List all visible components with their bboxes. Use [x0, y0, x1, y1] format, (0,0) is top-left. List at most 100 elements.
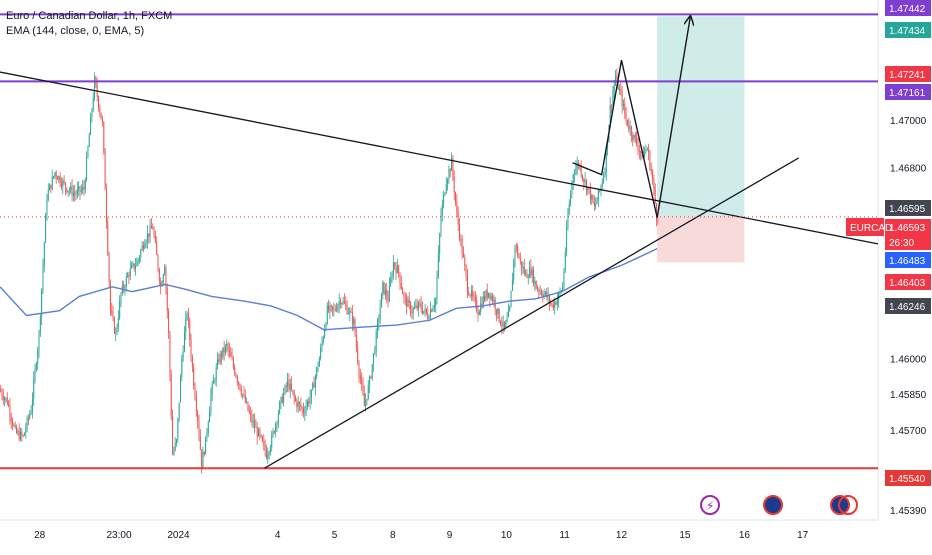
candle-body	[17, 431, 18, 433]
chart[interactable]: 1.473901.470001.468001.460001.458501.457…	[0, 0, 932, 550]
price-tag-label: 1.46246	[889, 302, 926, 313]
price-tag-label: 1.46593	[889, 223, 926, 234]
candle-body	[191, 340, 192, 357]
candle-body	[212, 383, 213, 393]
candle-body	[175, 443, 176, 450]
candle-body	[520, 258, 521, 261]
candle-body	[69, 190, 70, 191]
candle-body	[512, 280, 513, 291]
candle-body	[299, 402, 300, 404]
candle-body	[505, 322, 506, 328]
candle-body	[335, 309, 336, 310]
candle-body	[616, 77, 617, 78]
candle-body	[173, 450, 174, 454]
candle-body	[124, 287, 125, 288]
candle-body	[221, 353, 222, 357]
candle-body	[590, 188, 591, 200]
candle-body	[525, 273, 526, 274]
candle-body	[81, 190, 82, 192]
candle-body	[447, 179, 448, 184]
candle-body	[185, 318, 186, 333]
candle-body	[389, 285, 390, 301]
candle-body	[181, 358, 182, 376]
candle-body	[437, 277, 438, 299]
candle-body	[341, 303, 342, 304]
candle-body	[106, 190, 107, 222]
candle-body	[50, 185, 51, 189]
candle-body	[431, 310, 432, 312]
candle-body	[263, 441, 264, 444]
candle-body	[213, 381, 214, 384]
candle-body	[644, 152, 645, 158]
candle-body	[261, 435, 262, 437]
candle-body	[381, 293, 382, 307]
candle-body	[239, 384, 240, 390]
candle-body	[225, 346, 226, 353]
candle-body	[476, 300, 477, 311]
candle-body	[593, 195, 594, 202]
candle-body	[233, 359, 234, 366]
candle-body	[549, 295, 550, 302]
candle-body	[277, 423, 278, 424]
candle-body	[291, 384, 292, 390]
candle-body	[120, 293, 121, 301]
candle-body	[139, 257, 140, 259]
candle-body	[581, 166, 582, 176]
candle-body	[435, 299, 436, 305]
candle-body	[119, 301, 120, 318]
price-tag-label: 1.46483	[889, 256, 926, 267]
candle-body	[402, 288, 403, 294]
candle-body	[406, 297, 407, 307]
candle-body	[356, 335, 357, 347]
candle-body	[632, 136, 633, 140]
time-tick-label: 5	[332, 530, 338, 541]
candle-body	[599, 190, 600, 191]
candle-body	[308, 401, 309, 403]
candle-body	[337, 305, 338, 310]
candle-body	[35, 369, 36, 379]
candle-body	[177, 418, 178, 439]
chart-canvas[interactable]: 1.473901.470001.468001.460001.458501.457…	[0, 0, 932, 550]
candle-body	[480, 304, 481, 312]
candle-body	[8, 404, 9, 406]
candle-body	[485, 291, 486, 300]
candle-body	[238, 382, 239, 384]
candle-body	[279, 402, 280, 413]
candle-body	[64, 180, 65, 182]
time-tick-label: 10	[501, 530, 513, 541]
candle-body	[234, 367, 235, 374]
candle-body	[284, 386, 285, 394]
candle-body	[283, 393, 284, 402]
candle-body	[168, 311, 169, 333]
candle-body	[255, 427, 256, 428]
candle-body	[312, 383, 313, 389]
candle-body	[474, 296, 475, 297]
candle-body	[83, 187, 84, 190]
candle-body	[265, 444, 266, 451]
candle-body	[448, 169, 449, 179]
candle-body	[392, 276, 393, 279]
time-tick-label: 15	[679, 530, 691, 541]
candle-body	[446, 184, 447, 193]
candle-body	[45, 215, 46, 243]
candle-body	[230, 352, 231, 357]
candle-body	[401, 283, 402, 288]
candle-body	[393, 262, 394, 275]
flag-icon[interactable]	[764, 496, 782, 514]
candle-body	[635, 135, 636, 138]
candle-body	[645, 150, 646, 151]
candle-body	[558, 293, 559, 300]
candle-body	[429, 318, 430, 319]
candle-body	[345, 303, 346, 305]
candle-body	[267, 454, 268, 458]
candle-body	[118, 318, 119, 327]
candle-body	[275, 424, 276, 433]
candle-body	[390, 278, 391, 285]
time-tick-label: 4	[275, 530, 281, 541]
candle-body	[31, 411, 32, 413]
candle-body	[76, 194, 77, 195]
indicator-label: EMA (144, close, 0, EMA, 5)	[6, 24, 172, 39]
candle-body	[565, 252, 566, 270]
candle-body	[98, 97, 99, 108]
candle-body	[295, 397, 296, 400]
